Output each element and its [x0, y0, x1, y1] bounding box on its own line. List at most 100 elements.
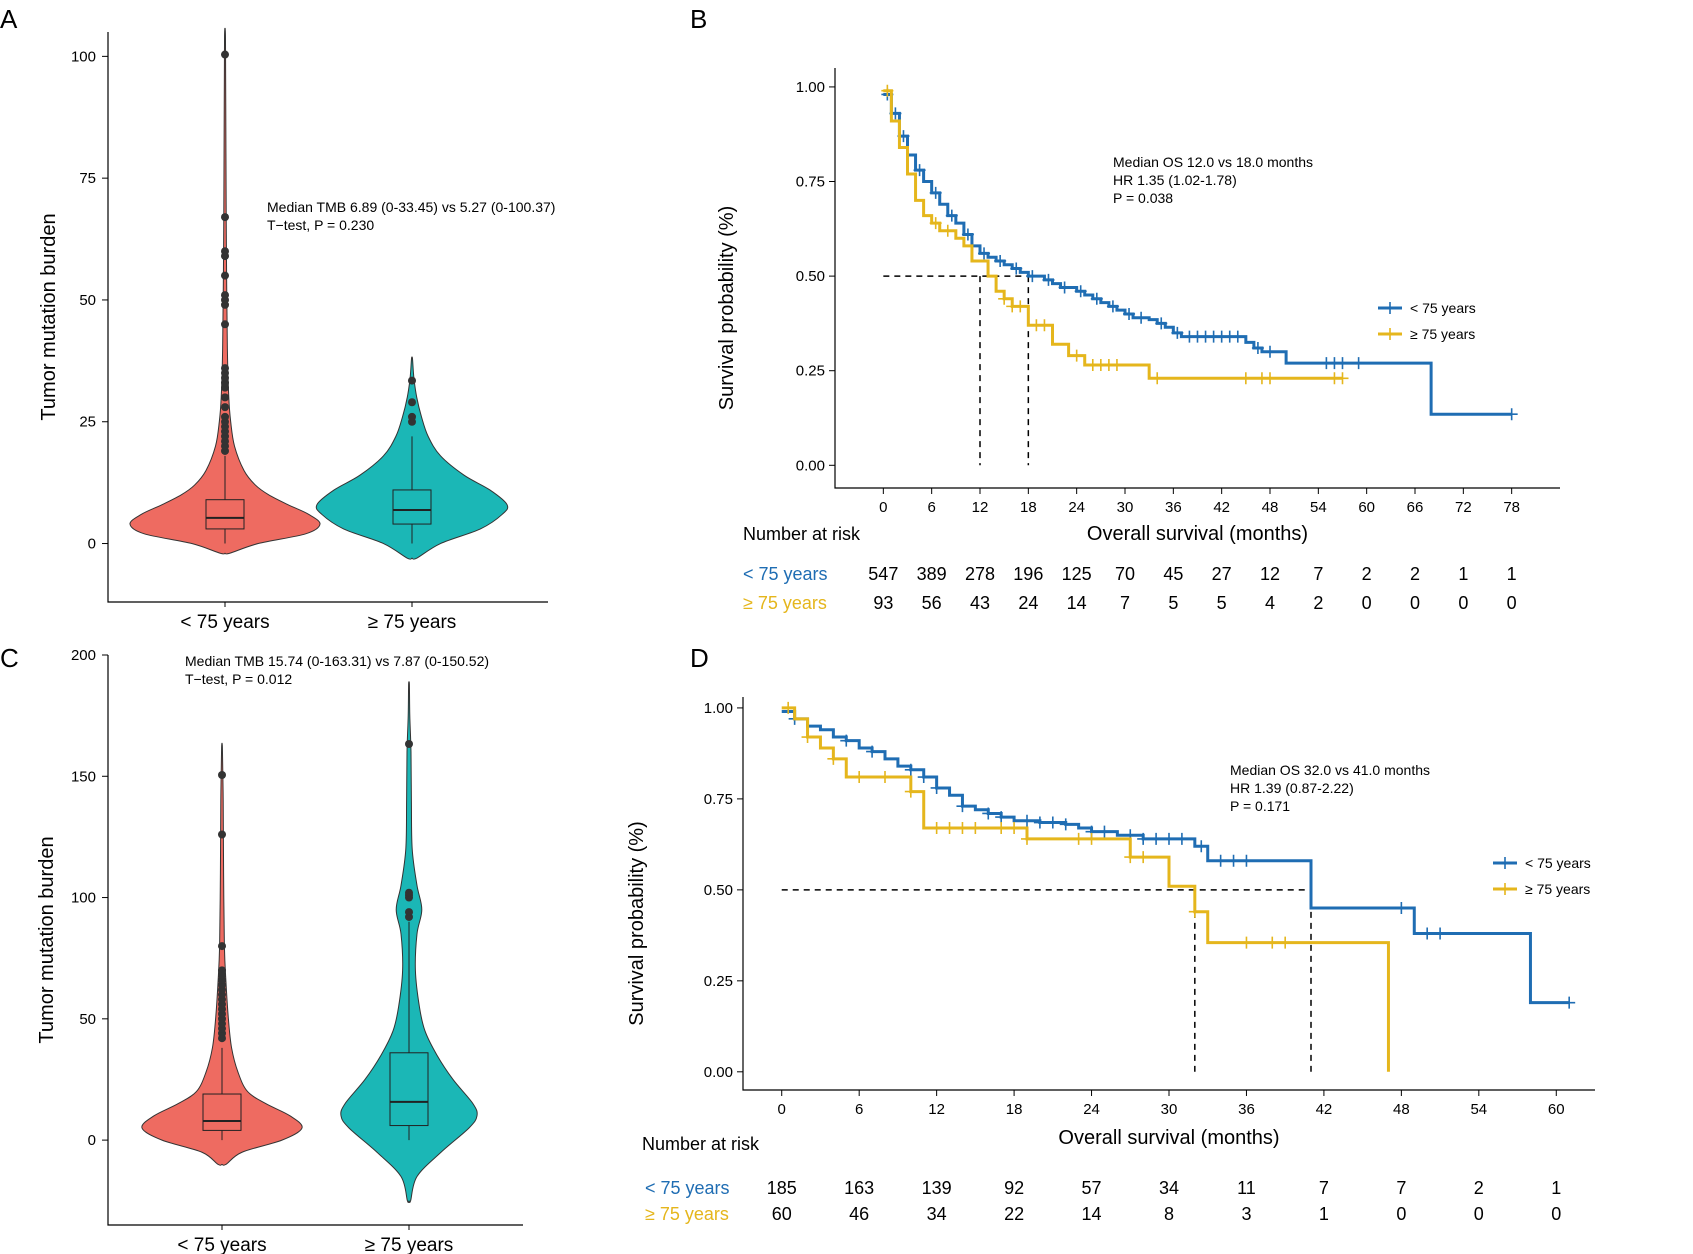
censor-mark — [1106, 300, 1119, 313]
risk-count: 34 — [927, 1204, 947, 1224]
censor-mark — [1251, 342, 1264, 354]
x-tick-label: 30 — [1117, 499, 1134, 516]
risk-table-title: Number at risk — [642, 1134, 760, 1154]
panel-letter-a: A — [0, 4, 18, 34]
risk-count: 1 — [1551, 1178, 1561, 1198]
censor-mark — [1188, 905, 1201, 918]
x-tick-label: 36 — [1238, 1101, 1255, 1118]
y-tick-label: 0 — [88, 536, 96, 553]
censor-mark — [1135, 311, 1148, 324]
x-tick-label: 12 — [928, 1101, 945, 1118]
censor-mark — [998, 292, 1011, 305]
censor-mark — [1021, 814, 1033, 827]
x-tick-label: 48 — [1393, 1101, 1410, 1118]
censor-mark — [1336, 372, 1349, 385]
censor-mark — [1171, 326, 1184, 339]
risk-count: 8 — [1164, 1204, 1174, 1224]
censor-mark — [1046, 816, 1059, 829]
y-tick-label: 0.50 — [704, 882, 733, 899]
censor-mark — [1231, 330, 1244, 343]
risk-count: 5 — [1217, 593, 1227, 613]
censor-mark — [1264, 372, 1276, 385]
censor-mark — [1058, 281, 1071, 294]
risk-count: 2 — [1313, 593, 1323, 613]
risk-count: 1 — [1507, 564, 1517, 584]
x-tick-label: 54 — [1470, 1101, 1487, 1118]
outlier-point — [218, 830, 226, 839]
risk-count: 0 — [1551, 1204, 1561, 1224]
censor-mark — [1026, 270, 1039, 283]
box-iqr — [202, 1093, 242, 1131]
outlier-point — [221, 291, 229, 300]
x-axis-title: Overall survival (months) — [1058, 1127, 1279, 1149]
risk-count: 43 — [970, 593, 990, 613]
y-tick-label: 25 — [79, 414, 96, 431]
censor-mark — [1279, 936, 1292, 949]
legend-label: < 75 years — [1410, 300, 1476, 316]
risk-count: 2 — [1362, 564, 1372, 584]
outlier-point — [218, 942, 226, 951]
plot-axes — [107, 655, 523, 1226]
censor-mark — [853, 771, 866, 784]
censor-mark — [929, 186, 942, 199]
risk-count: 5 — [1168, 593, 1178, 613]
censor-mark — [1421, 927, 1434, 940]
stat-annotation-line: Median OS 32.0 vs 41.0 months — [1230, 762, 1430, 778]
risk-count: 7 — [1319, 1178, 1329, 1198]
censor-mark — [1014, 300, 1027, 313]
y-tick-label: 1.00 — [704, 700, 733, 717]
x-tick-label: 18 — [1006, 1101, 1023, 1118]
y-tick-label: 0.75 — [796, 174, 825, 191]
y-tick-label: 200 — [71, 647, 96, 664]
censor-mark — [1042, 273, 1055, 286]
y-tick-label: 100 — [71, 48, 96, 65]
censor-mark — [1137, 832, 1150, 845]
censor-mark — [1163, 832, 1175, 845]
plot-axes — [834, 68, 1560, 489]
risk-count: 389 — [917, 564, 947, 584]
x-tick-label: 0 — [778, 1101, 786, 1118]
censor-mark — [929, 217, 942, 230]
y-tick-label: 100 — [71, 890, 96, 907]
legend-label: < 75 years — [1525, 855, 1591, 871]
plot-axes — [742, 697, 1595, 1091]
risk-count: 46 — [849, 1204, 869, 1224]
censor-mark — [1137, 851, 1150, 864]
x-category-label: ≥ 75 years — [368, 612, 457, 633]
x-tick-label: 18 — [1020, 499, 1037, 516]
outlier-point — [221, 213, 229, 222]
km-curve-under-75 — [883, 92, 1512, 416]
risk-count: 185 — [767, 1178, 797, 1198]
risk-count: 24 — [1018, 593, 1038, 613]
censor-mark — [1240, 854, 1253, 867]
censor-mark — [945, 209, 958, 222]
y-tick-label: 50 — [79, 1011, 96, 1028]
risk-count: 278 — [965, 564, 995, 584]
risk-count: 45 — [1163, 564, 1183, 584]
censor-mark — [1124, 851, 1137, 864]
censor-mark — [1038, 319, 1051, 332]
risk-count: 547 — [868, 564, 898, 584]
censor-mark — [782, 701, 795, 714]
risk-table-title: Number at risk — [743, 524, 861, 544]
y-tick-label: 1.00 — [796, 79, 825, 96]
legend-label: ≥ 75 years — [1410, 326, 1475, 342]
risk-count: 70 — [1115, 564, 1135, 584]
censor-mark — [1072, 832, 1085, 845]
censor-mark — [1110, 359, 1123, 372]
y-tick-label: 0.50 — [796, 268, 825, 285]
outlier-point — [218, 771, 226, 780]
y-tick-label: 0.25 — [796, 363, 825, 380]
censor-mark — [1074, 285, 1087, 298]
y-axis-title: Tumor mutation burden — [38, 213, 60, 420]
censor-mark — [995, 811, 1008, 824]
risk-count: 7 — [1313, 564, 1323, 584]
risk-row-label: < 75 years — [645, 1178, 730, 1198]
stat-annotation-line: P = 0.171 — [1230, 798, 1290, 814]
x-tick-label: 12 — [972, 499, 989, 516]
stat-annotation-line: P = 0.038 — [1113, 190, 1173, 206]
risk-count: 0 — [1362, 593, 1372, 613]
censor-mark — [1214, 854, 1227, 867]
risk-count: 7 — [1396, 1178, 1406, 1198]
